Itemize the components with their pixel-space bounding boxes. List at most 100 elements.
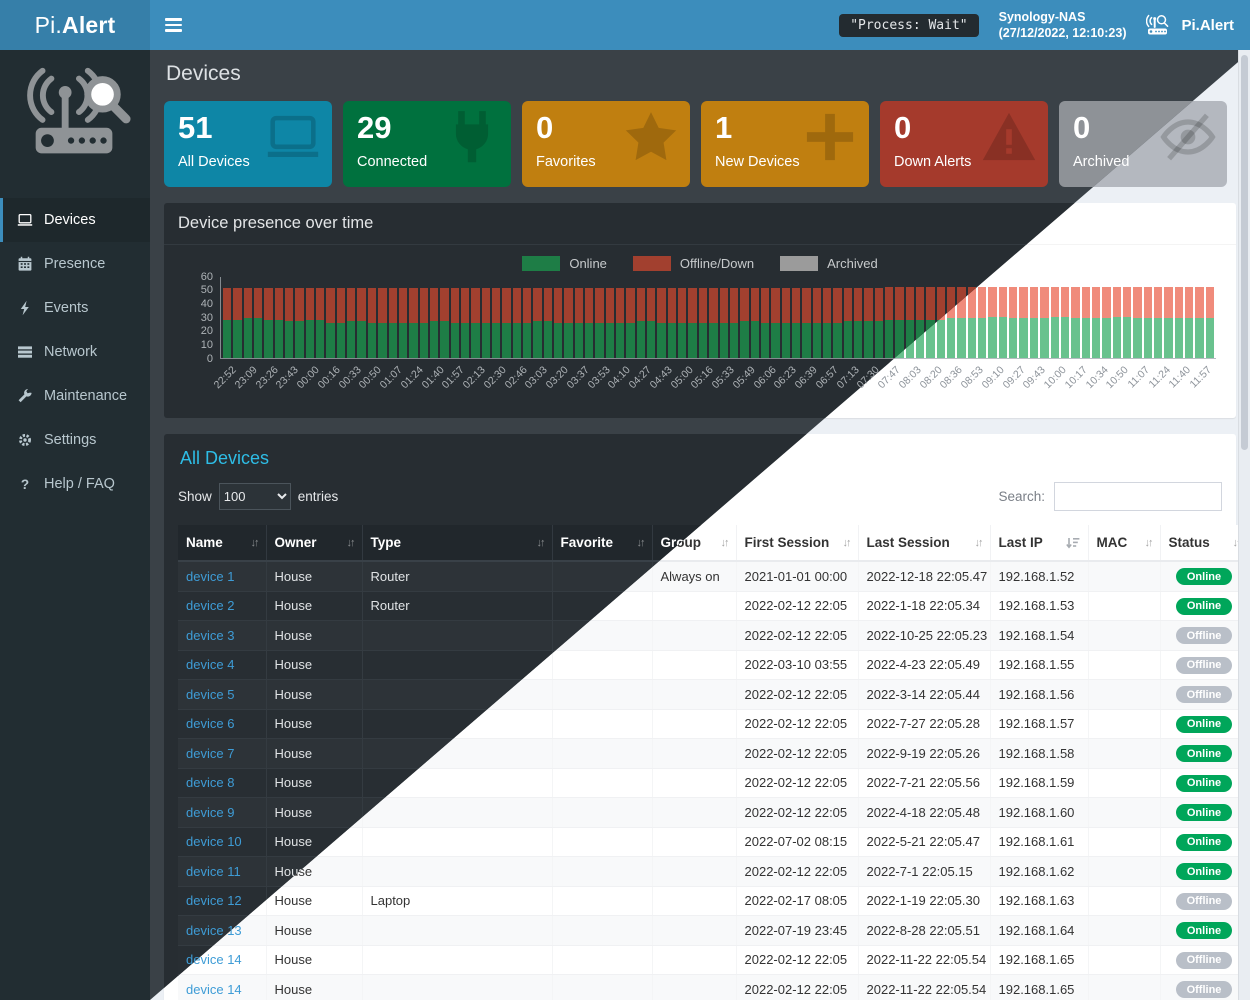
column-header-owner[interactable]: Owner ↓↑ [266,525,363,562]
status-badge: Offline [1176,892,1232,910]
last-session-cell: 2022-5-21 22:05.47 [858,827,991,857]
mac-cell [1088,797,1161,828]
column-header-status[interactable]: Status ↓↑ [1160,525,1249,562]
chart-bar [595,288,604,358]
device-link[interactable]: device 5 [186,686,235,702]
last-session-cell: 2022-11-22 22:05.54 [858,945,991,975]
first-session-cell: 2022-07-19 23:45 [736,915,859,946]
device-link[interactable]: device 10 [186,834,242,850]
first-session-cell: 2022-02-12 22:05 [736,738,859,769]
sort-icon: ↓↑ [346,536,356,549]
status-badge: Online [1176,745,1232,762]
sidebar-item-settings[interactable]: Settings [0,418,150,462]
column-header-type[interactable]: Type ↓↑ [362,525,553,562]
chart-bar [326,288,335,358]
last-ip-cell: 192.168.1.57 [990,709,1089,739]
device-link[interactable]: device 9 [186,804,235,820]
sort-icon: ↓↑ [250,536,260,549]
column-header-name[interactable]: Name ↓↑ [178,525,267,562]
infobox-connected[interactable]: 29 Connected [343,101,511,187]
laptop-icon [264,109,322,165]
device-link[interactable]: device 3 [186,627,235,643]
status-badge: Offline [1176,627,1232,644]
chart-bar [647,288,656,358]
chart-bar [1081,287,1090,358]
infobox-value: 0 [894,110,912,145]
column-header-last-ip[interactable]: Last IP [990,525,1089,562]
owner-cell: House [266,915,363,946]
mac-cell [1088,738,1161,769]
last-session-cell: 2022-7-21 22:05.56 [858,768,991,798]
owner-cell: House [266,650,363,680]
legend-swatch [522,256,561,271]
last-session-cell: 2022-11-22 22:05.54 [858,974,991,1000]
entries-label: entries [297,489,339,504]
brand-menu-item[interactable]: Pi.Alert [1146,14,1234,36]
sidebar-item-presence[interactable]: Presence [0,242,150,286]
chart-bar [905,286,915,358]
first-session-cell: 2022-02-12 22:05 [736,856,859,887]
favorite-cell [552,915,653,946]
chart-bar [833,288,842,358]
chart-bar [709,288,718,358]
infobox-down-alerts[interactable]: 0 Down Alerts [880,101,1048,187]
infobox-new-devices[interactable]: 1 New Devices [701,101,869,187]
device-link[interactable]: device 14 [186,981,242,997]
status-cell: Online [1160,738,1249,769]
chart-bar [874,288,883,358]
sort-icon: ↓↑ [1232,536,1242,549]
first-session-cell: 2022-02-12 22:05 [736,768,859,798]
column-header-first-session[interactable]: First Session ↓↑ [736,525,859,562]
device-link[interactable]: device 6 [186,716,235,732]
device-link[interactable]: device 12 [186,893,242,909]
sidebar-toggle-button[interactable] [150,0,196,50]
favorite-cell [552,738,653,769]
column-header-mac[interactable]: MAC ↓↑ [1088,525,1161,562]
device-link[interactable]: device 11 [186,863,241,879]
scrollbar-thumb[interactable] [1241,55,1248,450]
first-session-cell: 2021-01-01 00:00 [736,561,859,592]
chart-bar [1112,286,1121,358]
chart-bar [802,288,811,358]
group-cell [652,620,737,651]
app-logo[interactable]: Pi.Alert [0,0,150,50]
entries-select[interactable]: 100 [218,483,291,510]
y-tick-label: 30 [200,311,213,324]
chart-bar [316,288,325,358]
sidebar-item-label: Events [44,300,89,316]
sidebar-item-events[interactable]: Events [0,286,150,330]
mac-cell [1088,915,1161,946]
column-header-last-session[interactable]: Last Session ↓↑ [858,525,991,562]
chart-bar [740,288,749,358]
infobox-favorites[interactable]: 0 Favorites [522,101,690,187]
last-session-cell: 2022-8-28 22:05.51 [858,915,991,946]
device-link[interactable]: device 2 [186,598,235,614]
group-cell [652,886,737,916]
last-ip-cell: 192.168.1.65 [990,945,1089,975]
device-link[interactable]: device 4 [186,657,235,673]
first-session-cell: 2022-02-12 22:05 [736,679,859,710]
chart-bar [771,288,780,358]
page-scrollbar[interactable] [1238,50,1250,1000]
infobox-label: Down Alerts [894,154,972,171]
sidebar-item-help-faq[interactable]: ? Help / FAQ [0,462,150,506]
first-session-cell: 2022-02-17 08:05 [736,886,859,916]
column-label: First Session [744,535,830,550]
group-cell [652,974,737,1000]
chart-bar [967,287,977,358]
owner-cell: House [266,620,363,651]
device-link[interactable]: device 8 [186,775,235,791]
device-link[interactable]: device 7 [186,745,235,761]
sidebar-item-maintenance[interactable]: Maintenance [0,374,150,418]
device-link[interactable]: device 1 [186,568,235,584]
chart-bar [812,288,821,358]
column-header-favorite[interactable]: Favorite ↓↑ [552,525,653,562]
status-badge: Online [1176,922,1232,939]
sidebar-item-devices[interactable]: Devices [0,198,150,242]
infobox-all-devices[interactable]: 51 All Devices [164,101,332,187]
chart-bar [367,288,377,358]
search-input[interactable] [1054,482,1222,511]
sidebar-item-network[interactable]: Network [0,330,150,374]
chart-bar [1122,286,1132,358]
